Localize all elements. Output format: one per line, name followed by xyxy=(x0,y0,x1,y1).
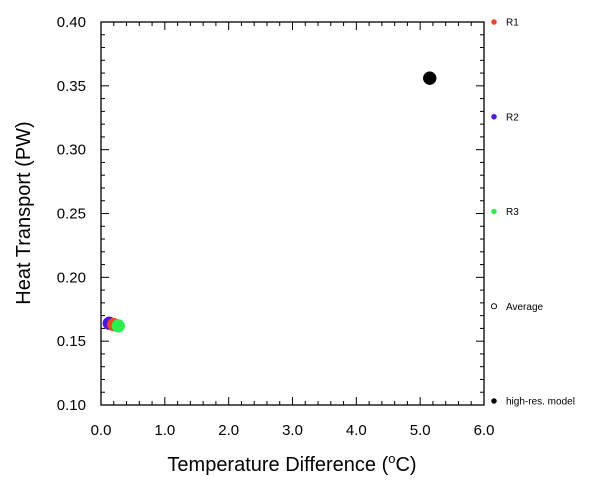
legend-marker xyxy=(490,303,498,310)
y-tick-label: 0.10 xyxy=(57,397,86,414)
tick-labels: 0.0 1.0 2.0 3.0 4.0 5.0 6.0 0.10 0.15 0.20 0.25 0.3… xyxy=(57,14,495,439)
legend-label: R2 xyxy=(506,112,519,123)
x-tick-label: 6.0 xyxy=(474,422,495,439)
x-axis-title: Temperature Difference (oC) xyxy=(167,451,416,476)
x-tick-label: 0.0 xyxy=(91,422,112,439)
legend-marker xyxy=(491,19,497,25)
legend-label: R1 xyxy=(506,18,519,29)
y-axis-title: Heat Transport (PW) xyxy=(13,121,35,304)
y-tick-label: 0.20 xyxy=(57,269,86,286)
x-tick-label: 3.0 xyxy=(282,422,303,439)
x-tick-label: 5.0 xyxy=(410,422,431,439)
x-tick-label: 1.0 xyxy=(154,422,175,439)
legend-marker xyxy=(491,114,497,120)
x-tick-label: 2.0 xyxy=(218,422,239,439)
data-point xyxy=(422,71,437,85)
legend: R1 R2 R3 Average high-res. model xyxy=(490,18,575,408)
data-point xyxy=(111,319,125,333)
y-tick-label: 0.30 xyxy=(57,142,86,159)
legend-marker xyxy=(491,208,497,215)
y-tick-label: 0.15 xyxy=(57,333,86,350)
legend-label: high-res. model xyxy=(506,397,575,408)
y-tick-label: 0.25 xyxy=(57,206,86,223)
x-tick-label: 4.0 xyxy=(346,422,367,439)
legend-label: R3 xyxy=(506,207,519,218)
y-tick-label: 0.40 xyxy=(57,14,86,31)
legend-marker xyxy=(491,398,497,404)
data-points xyxy=(102,71,437,333)
y-tick-label: 0.35 xyxy=(57,78,86,95)
plot-frame xyxy=(100,21,485,406)
legend-label: Average xyxy=(506,302,544,313)
